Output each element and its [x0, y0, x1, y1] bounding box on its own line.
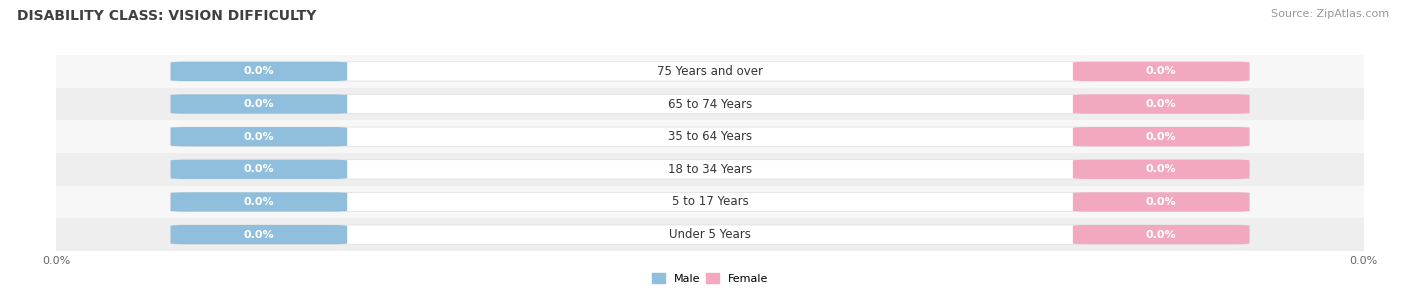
FancyBboxPatch shape [1073, 127, 1250, 146]
FancyBboxPatch shape [1073, 95, 1250, 114]
Text: 0.0%: 0.0% [243, 230, 274, 240]
Text: 0.0%: 0.0% [243, 66, 274, 76]
FancyBboxPatch shape [170, 127, 1250, 146]
Bar [56, 153, 1364, 186]
Bar [56, 120, 1364, 153]
Text: 0.0%: 0.0% [1146, 66, 1177, 76]
Text: 0.0%: 0.0% [1146, 197, 1177, 207]
Text: 0.0%: 0.0% [243, 99, 274, 109]
Legend: Male, Female: Male, Female [647, 269, 773, 289]
Text: 0.0%: 0.0% [243, 197, 274, 207]
Text: 35 to 64 Years: 35 to 64 Years [668, 130, 752, 143]
FancyBboxPatch shape [1073, 160, 1250, 179]
FancyBboxPatch shape [170, 225, 347, 244]
FancyBboxPatch shape [170, 62, 347, 81]
Text: 0.0%: 0.0% [243, 132, 274, 142]
Text: 0.0%: 0.0% [1146, 230, 1177, 240]
Text: 65 to 74 Years: 65 to 74 Years [668, 98, 752, 110]
Bar [56, 88, 1364, 120]
FancyBboxPatch shape [170, 62, 1250, 81]
Text: DISABILITY CLASS: VISION DIFFICULTY: DISABILITY CLASS: VISION DIFFICULTY [17, 9, 316, 23]
FancyBboxPatch shape [170, 95, 1250, 114]
Bar [56, 55, 1364, 88]
Text: 75 Years and over: 75 Years and over [657, 65, 763, 78]
Text: 0.0%: 0.0% [1146, 164, 1177, 174]
FancyBboxPatch shape [1073, 62, 1250, 81]
FancyBboxPatch shape [170, 95, 347, 114]
FancyBboxPatch shape [170, 225, 1250, 244]
Text: 0.0%: 0.0% [1146, 99, 1177, 109]
Text: 5 to 17 Years: 5 to 17 Years [672, 196, 748, 208]
Bar [56, 186, 1364, 218]
Bar [56, 218, 1364, 251]
FancyBboxPatch shape [1073, 225, 1250, 244]
Text: 18 to 34 Years: 18 to 34 Years [668, 163, 752, 176]
FancyBboxPatch shape [170, 192, 347, 211]
Text: 0.0%: 0.0% [243, 164, 274, 174]
Text: Source: ZipAtlas.com: Source: ZipAtlas.com [1271, 9, 1389, 19]
FancyBboxPatch shape [170, 160, 1250, 179]
FancyBboxPatch shape [1073, 192, 1250, 211]
Text: Under 5 Years: Under 5 Years [669, 228, 751, 241]
FancyBboxPatch shape [170, 127, 347, 146]
FancyBboxPatch shape [170, 192, 1250, 211]
FancyBboxPatch shape [170, 160, 347, 179]
Text: 0.0%: 0.0% [1146, 132, 1177, 142]
